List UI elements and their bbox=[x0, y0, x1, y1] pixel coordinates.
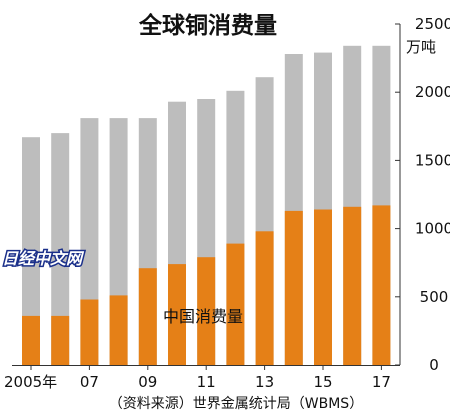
bar-china-2005 bbox=[22, 315, 40, 365]
chart-title: 全球铜消费量 bbox=[138, 12, 277, 39]
bar-china-2013 bbox=[255, 231, 274, 365]
bar-china-2012 bbox=[226, 243, 245, 365]
source-note: （资料来源）世界金属统计局（WBMS） bbox=[109, 396, 363, 412]
bar-china-2008 bbox=[109, 295, 128, 365]
y-tick-label-2000: 2000 bbox=[415, 83, 450, 101]
x-tick-label-2017: 17 bbox=[372, 373, 391, 391]
bar-china-2011 bbox=[197, 257, 216, 365]
x-tick-label-2009: 09 bbox=[138, 373, 157, 391]
y-axis-unit: 万吨 bbox=[406, 38, 436, 56]
bar-china-2017 bbox=[372, 205, 391, 365]
bar-total-2006 bbox=[51, 133, 70, 365]
bar-china-2006 bbox=[51, 315, 70, 365]
x-tick-label-2011: 11 bbox=[197, 373, 216, 391]
x-tick-label-2013: 13 bbox=[255, 373, 274, 391]
x-tick-label-2007: 07 bbox=[80, 373, 99, 391]
y-tick-label-1000: 1000 bbox=[415, 220, 450, 238]
y-axis: 0 500 1000 1500 2000 2500 bbox=[395, 15, 450, 374]
bar-china-2007 bbox=[80, 299, 99, 365]
y-tick-label-500: 500 bbox=[420, 288, 449, 306]
bar-total-2005 bbox=[22, 137, 40, 365]
bar-china-2015 bbox=[314, 209, 332, 365]
y-tick-label-0: 0 bbox=[429, 356, 439, 374]
bar-china-2009 bbox=[138, 268, 157, 365]
y-tick-label-1500: 1500 bbox=[415, 151, 450, 169]
series-label-china: 中国消费量 bbox=[163, 307, 243, 326]
y-tick-label-2500: 2500 bbox=[415, 15, 450, 33]
watermark: 日经中文网 bbox=[2, 249, 85, 268]
x-axis: 2005年 07 09 11 13 15 17 bbox=[4, 365, 400, 391]
bars-group bbox=[22, 45, 391, 366]
bar-china-2010 bbox=[168, 264, 186, 365]
x-tick-label-2005: 2005年 bbox=[4, 373, 57, 391]
x-tick-label-2015: 15 bbox=[313, 373, 332, 391]
bar-china-2016 bbox=[343, 206, 362, 365]
bar-china-2014 bbox=[284, 210, 303, 365]
